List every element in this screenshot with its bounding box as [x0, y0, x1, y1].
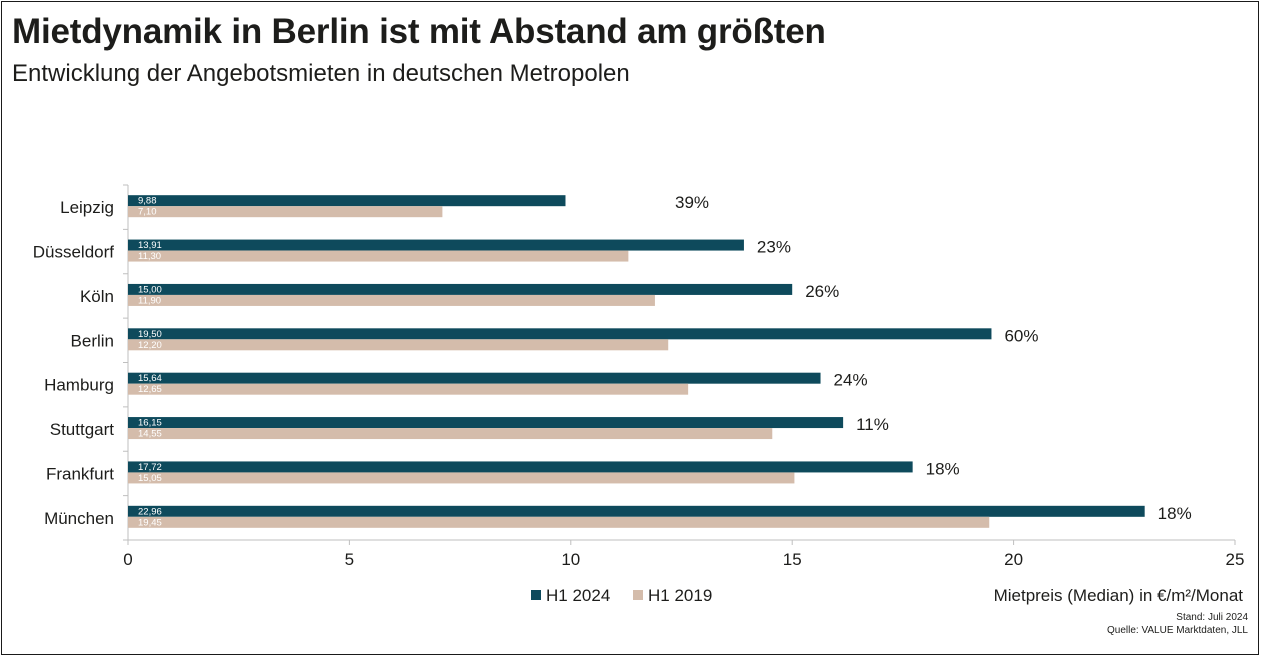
x-tick-label: 15 — [783, 550, 802, 569]
bar-h1-2019 — [128, 428, 773, 440]
footnote-source: Quelle: VALUE Marktdaten, JLL — [1107, 625, 1248, 636]
data-label-h1-2024: 19,50 — [138, 329, 162, 340]
x-tick-label: 5 — [345, 550, 354, 569]
category-label: Berlin — [71, 331, 114, 350]
category-label: Düsseldorf — [33, 243, 115, 262]
bar-h1-2019 — [128, 250, 629, 262]
data-label-h1-2024: 22,96 — [138, 506, 162, 517]
category-label: München — [44, 509, 114, 528]
category-label: Stuttgart — [50, 420, 115, 439]
data-label-h1-2024: 17,72 — [138, 462, 162, 473]
category-label: Leipzig — [60, 198, 114, 217]
data-label-h1-2019: 12,20 — [138, 340, 162, 351]
legend-swatch-h1-2024 — [531, 590, 541, 600]
legend-swatch-h1-2019 — [633, 590, 643, 600]
data-label-h1-2019: 11,90 — [138, 295, 161, 306]
chart-title: Mietdynamik in Berlin ist mit Abstand am… — [12, 12, 826, 51]
bar-h1-2024 — [128, 417, 844, 429]
data-label-h1-2024: 15,64 — [138, 373, 162, 384]
bar-h1-2019 — [128, 294, 655, 306]
footnote-stand: Stand: Juli 2024 — [1176, 612, 1248, 623]
data-label-h1-2019: 11,30 — [138, 251, 161, 262]
data-label-h1-2019: 12,65 — [138, 384, 162, 395]
bar-h1-2019 — [128, 206, 443, 218]
bar-h1-2024 — [128, 461, 913, 473]
change-percent-label: 18% — [926, 459, 960, 478]
x-axis-title: Mietpreis (Median) in €/m²/Monat — [994, 586, 1244, 605]
change-percent-label: 23% — [757, 238, 791, 257]
bar-h1-2024 — [128, 239, 744, 251]
data-label-h1-2024: 15,00 — [138, 284, 162, 295]
x-tick-label: 10 — [561, 550, 580, 569]
change-percent-label: 60% — [1004, 326, 1038, 345]
category-label: Hamburg — [44, 376, 114, 395]
category-label: Frankfurt — [46, 464, 114, 483]
category-label: Köln — [80, 287, 114, 306]
data-label-h1-2024: 13,91 — [138, 240, 162, 251]
change-percent-label: 24% — [834, 371, 868, 390]
data-label-h1-2024: 16,15 — [138, 418, 162, 429]
bar-h1-2019 — [128, 383, 689, 395]
change-percent-label: 26% — [805, 282, 839, 301]
bar-h1-2024 — [128, 195, 566, 207]
legend-label-h1-2024: H1 2024 — [546, 586, 610, 605]
bar-h1-2019 — [128, 516, 990, 528]
bar-h1-2024 — [128, 328, 992, 340]
change-percent-label: 39% — [675, 193, 709, 212]
bar-h1-2019 — [128, 472, 795, 484]
bar-h1-2024 — [128, 372, 821, 384]
data-label-h1-2019: 19,45 — [138, 517, 162, 528]
bar-h1-2019 — [128, 339, 669, 351]
chart-subtitle: Entwicklung der Angebotsmieten in deutsc… — [12, 60, 630, 87]
bar-h1-2024 — [128, 505, 1145, 517]
data-label-h1-2024: 9,88 — [138, 196, 157, 207]
legend-label-h1-2019: H1 2019 — [648, 586, 712, 605]
change-percent-label: 18% — [1158, 504, 1192, 523]
x-tick-label: 0 — [123, 550, 132, 569]
data-label-h1-2019: 14,55 — [138, 429, 162, 440]
bar-h1-2024 — [128, 283, 793, 295]
data-label-h1-2019: 15,05 — [138, 473, 162, 484]
data-label-h1-2019: 7,10 — [138, 207, 157, 218]
x-tick-label: 25 — [1226, 550, 1245, 569]
change-percent-label: 11% — [856, 415, 889, 434]
x-tick-label: 20 — [1004, 550, 1023, 569]
